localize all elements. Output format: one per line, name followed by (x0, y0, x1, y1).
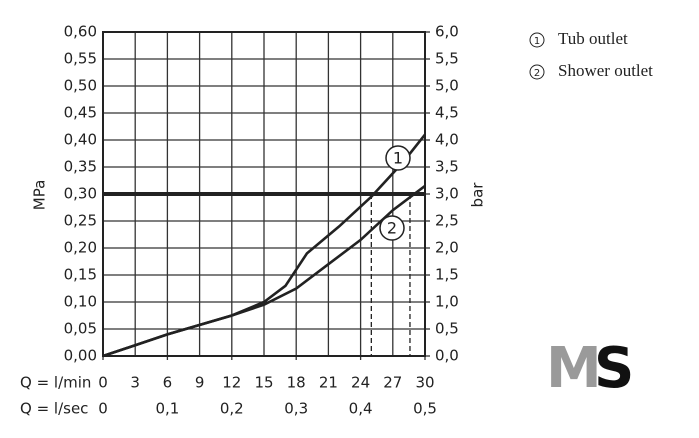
x2-tick-label: 0,4 (349, 400, 373, 418)
legend-symbol (529, 64, 545, 80)
logo-right: S (594, 336, 634, 401)
x2-tick-label: 0 (98, 400, 108, 418)
y2-tick-label: 3,5 (435, 158, 459, 176)
legend-symbol-label: 2 (534, 68, 540, 79)
x-tick-label: 6 (163, 374, 173, 392)
x2-tick-label: 0,1 (155, 400, 179, 418)
y2-tick-label: 5,0 (435, 77, 459, 95)
y-tick-label: 0,00 (64, 347, 97, 365)
x-tick-label: 24 (351, 374, 370, 392)
y-tick-label: 0,10 (64, 293, 97, 311)
x-tick-label: 0 (98, 374, 108, 392)
x2-tick-label: 0,3 (284, 400, 308, 418)
y2-tick-label: 4,0 (435, 131, 459, 149)
y2-tick-label: 0,5 (435, 320, 459, 338)
y-tick-label: 0,55 (64, 50, 97, 68)
x2-tick-label: 0,5 (413, 400, 437, 418)
y-tick-label: 0,25 (64, 212, 97, 230)
y2-tick-label: 3,0 (435, 185, 459, 203)
x-tick-label: 27 (383, 374, 402, 392)
y2-tick-label: 5,5 (435, 50, 459, 68)
legend-label: Tub outlet (558, 29, 628, 48)
y-tick-label: 0,45 (64, 104, 97, 122)
curve-tag (385, 145, 411, 171)
legend-symbol (529, 32, 545, 48)
y-tick-label: 0,05 (64, 320, 97, 338)
x-tick-label: 21 (319, 374, 338, 392)
curve-tag-label: 2 (387, 219, 397, 238)
y2-tick-label: 1,0 (435, 293, 459, 311)
x-tick-label: 3 (130, 374, 140, 392)
x-tick-label: 30 (415, 374, 434, 392)
x2-tick-label: 0,2 (220, 400, 244, 418)
y-tick-label: 0,20 (64, 239, 97, 257)
y-tick-label: 0,30 (64, 185, 97, 203)
y2-axis-label: bar (469, 182, 487, 208)
y2-tick-label: 6,0 (435, 23, 459, 41)
y-tick-label: 0,60 (64, 23, 97, 41)
y2-tick-label: 0,0 (435, 347, 459, 365)
y2-tick-label: 4,5 (435, 104, 459, 122)
y2-tick-label: 1,5 (435, 266, 459, 284)
x-tick-label: 15 (254, 374, 273, 392)
legend-label: Shower outlet (558, 61, 653, 80)
y2-tick-label: 2,5 (435, 212, 459, 230)
y2-tick-label: 2,0 (435, 239, 459, 257)
x-tick-label: 12 (222, 374, 241, 392)
curve-tag (379, 215, 405, 241)
y-tick-label: 0,40 (64, 131, 97, 149)
x-axis-label: Q = l/min (20, 374, 91, 392)
x-tick-label: 18 (287, 374, 306, 392)
logo-left: M (546, 336, 598, 401)
y-axis-label: MPa (31, 180, 49, 211)
curve-tag-label: 1 (393, 149, 403, 168)
y-tick-label: 0,35 (64, 158, 97, 176)
y-tick-label: 0,50 (64, 77, 97, 95)
x2-axis-label: Q = l/sec (20, 400, 88, 418)
x-tick-label: 9 (195, 374, 205, 392)
y-tick-label: 0,15 (64, 266, 97, 284)
legend-symbol-label: 1 (534, 36, 540, 47)
